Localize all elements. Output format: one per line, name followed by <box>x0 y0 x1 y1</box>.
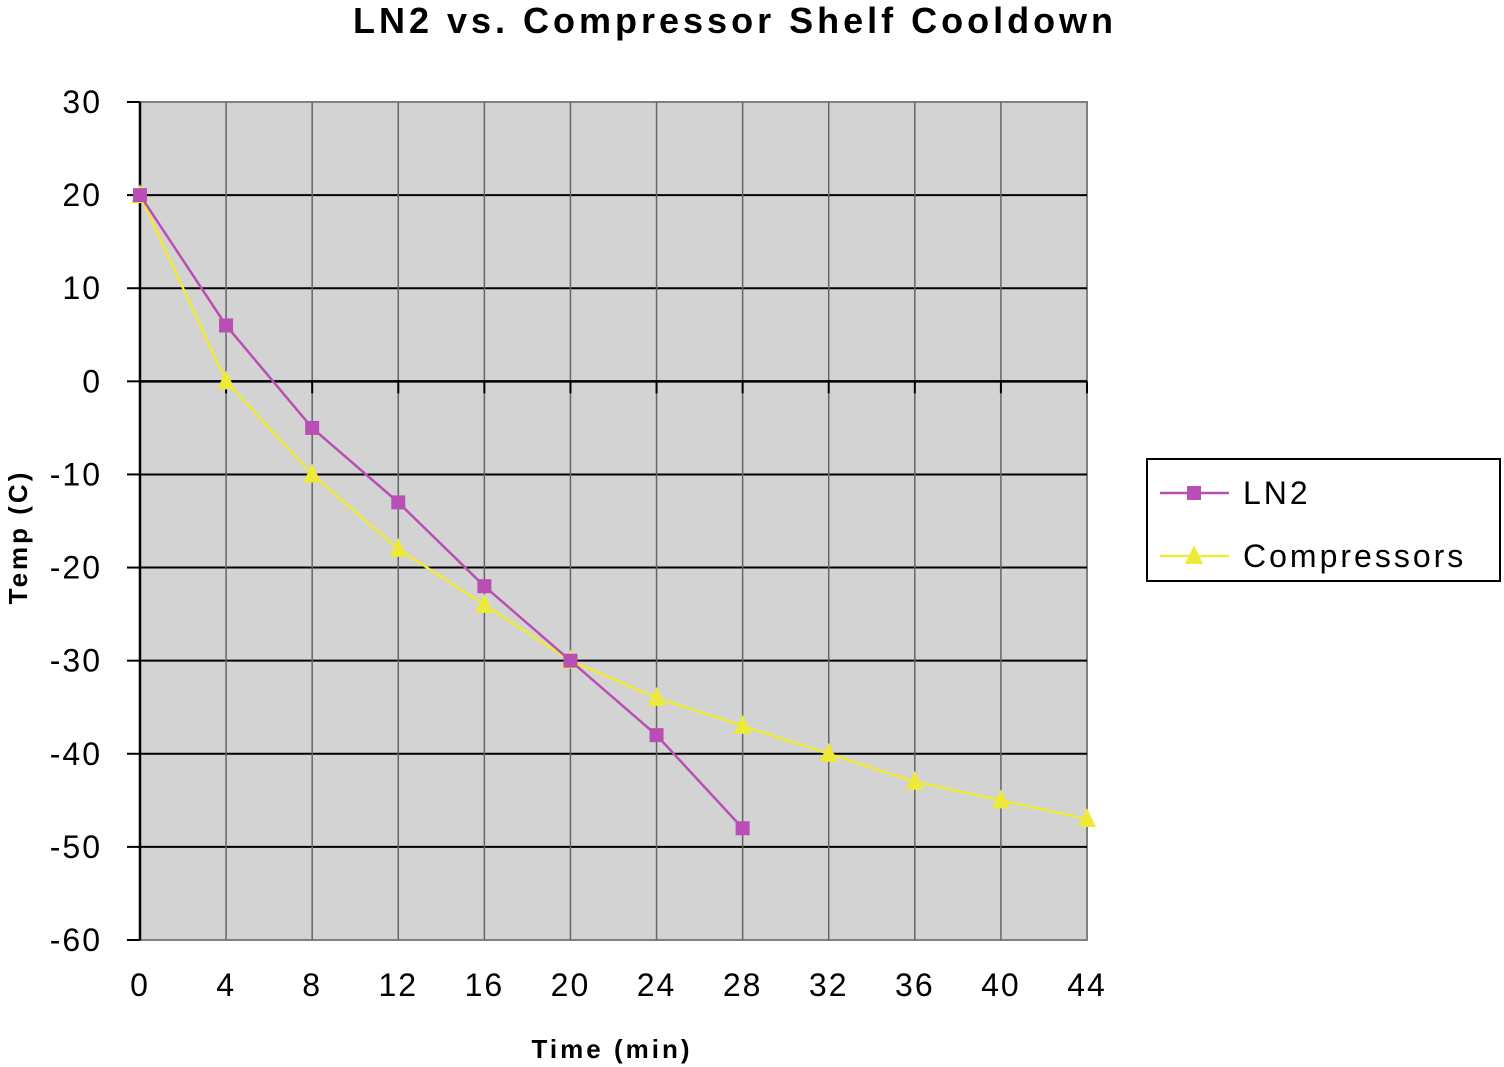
x-tick-label: 16 <box>465 967 505 1003</box>
data-point-compressors <box>475 593 494 613</box>
y-tick-label: -20 <box>50 550 102 586</box>
legend-label-ln2: LN2 <box>1243 475 1311 511</box>
y-axis-title: Temp (C) <box>3 470 33 605</box>
y-tick-label: 20 <box>62 177 102 213</box>
y-tick-label: -50 <box>50 829 102 865</box>
data-point-ln2 <box>219 318 234 333</box>
plot-area <box>139 101 1088 941</box>
data-point-compressors <box>217 370 236 390</box>
data-point-ln2 <box>133 188 147 203</box>
x-tick-label: 28 <box>723 967 763 1003</box>
legend: LN2 Compressors <box>1146 458 1501 582</box>
series-compressors <box>131 184 1096 827</box>
y-tick-label: -30 <box>50 643 102 679</box>
data-point-compressors <box>819 742 838 762</box>
data-point-compressors <box>389 537 408 557</box>
series-ln2 <box>133 188 750 836</box>
x-tick-label: 24 <box>637 967 677 1003</box>
x-tick-label: 4 <box>216 967 236 1003</box>
data-point-ln2 <box>563 653 578 668</box>
data-point-compressors <box>1078 807 1096 827</box>
x-tick-label: 40 <box>981 967 1021 1003</box>
data-point-ln2 <box>305 420 320 435</box>
chart-title: LN2 vs. Compressor Shelf Cooldown <box>353 0 1117 41</box>
legend-box <box>1146 458 1501 582</box>
y-tick-labels: 30 20 10 0 -10 -20 -30 -40 -50 -60 <box>50 84 102 958</box>
data-point-compressors <box>733 714 752 734</box>
data-point-ln2 <box>391 495 406 510</box>
x-axis-title: Time (min) <box>532 1034 693 1064</box>
data-point-compressors <box>905 770 924 790</box>
x-tick-label: 44 <box>1067 967 1107 1003</box>
data-point-compressors <box>991 789 1010 809</box>
y-tick-label: 0 <box>82 363 102 399</box>
legend-marker-ln2 <box>1187 486 1201 500</box>
data-point-ln2 <box>735 821 750 836</box>
x-tick-label: 12 <box>378 967 418 1003</box>
series-line-compressors <box>138 194 1088 821</box>
x-tick-label: 32 <box>809 967 849 1003</box>
legend-item-compressors: Compressors <box>1160 538 1466 574</box>
x-tick-label: 20 <box>551 967 591 1003</box>
y-tick-label: -60 <box>50 922 102 958</box>
legend-item-ln2: LN2 <box>1160 475 1311 511</box>
y-tick-label: -10 <box>50 456 102 492</box>
series-layer <box>131 184 1096 836</box>
data-point-ln2 <box>649 728 664 743</box>
x-tick-label: 0 <box>130 967 150 1003</box>
x-tick-labels: 0 4 8 12 16 20 24 28 32 36 40 44 <box>130 967 1107 1003</box>
x-tick-label: 36 <box>895 967 935 1003</box>
y-tick-label: 30 <box>62 84 102 120</box>
data-point-ln2 <box>477 579 492 594</box>
x-tick-label: 8 <box>302 967 322 1003</box>
series-line-ln2 <box>138 194 744 830</box>
gridlines <box>140 102 1087 940</box>
legend-label-compressors: Compressors <box>1243 538 1466 574</box>
data-point-compressors <box>303 463 322 483</box>
legend-marker-compressors <box>1185 545 1203 564</box>
axes <box>127 101 1088 941</box>
data-point-compressors <box>647 686 666 706</box>
y-tick-label: -40 <box>50 736 102 772</box>
y-tick-label: 10 <box>62 270 102 306</box>
